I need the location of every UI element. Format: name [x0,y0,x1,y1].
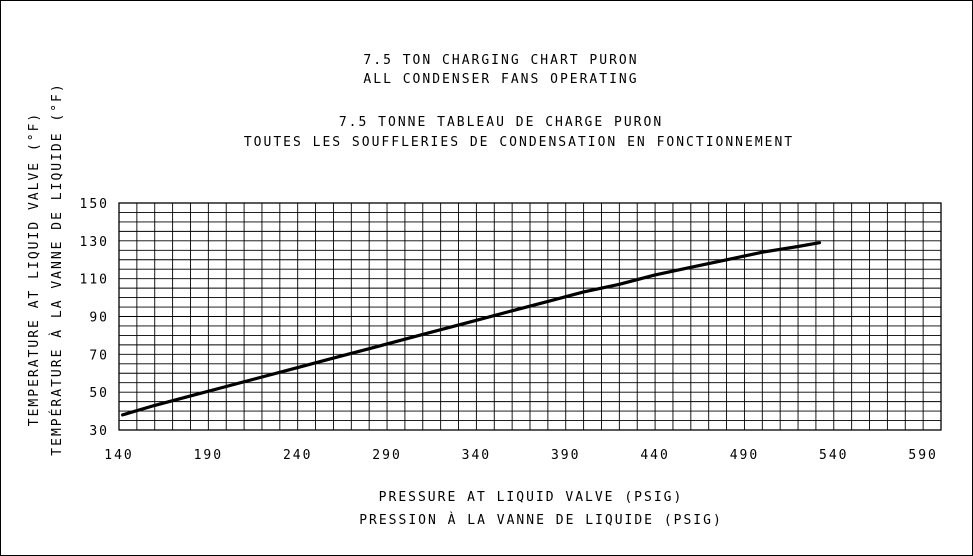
y-axis-label: TEMPERATURE AT LIQUID VALVE (°F) TEMPÉRA… [27,82,65,455]
x-tick-label: 390 [551,448,580,463]
y-tick-label: 130 [80,235,109,250]
x-axis-label: PRESSURE AT LIQUID VALVE (PSIG) PRESSION… [359,490,723,528]
title-line-4: TOUTES LES SOUFFLERIES DE CONDENSATION E… [244,135,794,150]
x-tick-label: 290 [372,448,401,463]
x-axis-label-line-2: PRESSION À LA VANNE DE LIQUIDE (PSIG) [359,512,723,528]
x-tick-label: 190 [194,448,223,463]
y-tick-label: 30 [89,424,109,439]
y-axis-label-line-2: TEMPÉRATURE À LA VANNE DE LIQUIDE (°F) [49,82,65,455]
x-tick-label: 540 [819,448,848,463]
series-line [120,241,822,417]
x-tick-label: 440 [640,448,669,463]
y-tick-label: 110 [80,273,109,288]
x-axis-label-line-1: PRESSURE AT LIQUID VALVE (PSIG) [379,490,684,505]
chart-title: 7.5 TON CHARGING CHART PURON ALL CONDENS… [244,53,794,150]
series-group [120,241,822,417]
x-tick-label: 340 [462,448,491,463]
x-tick-label: 590 [908,448,937,463]
title-line-1: 7.5 TON CHARGING CHART PURON [363,53,638,68]
x-tick-label: 140 [104,448,133,463]
x-tick-label: 490 [730,448,759,463]
y-tick-label: 150 [80,197,109,212]
title-line-2: ALL CONDENSER FANS OPERATING [363,72,638,87]
x-tick-label: 240 [283,448,312,463]
y-axis: 30 50 70 90 110 130 150 [80,197,109,439]
y-tick-label: 70 [89,348,109,363]
grid [118,202,942,431]
y-axis-label-line-1: TEMPERATURE AT LIQUID VALVE (°F) [27,112,42,426]
x-axis: 140 190 240 290 340 390 440 490 540 590 [104,448,937,463]
y-tick-label: 50 [89,386,109,401]
plot-border [118,202,942,431]
title-line-3: 7.5 TONNE TABLEAU DE CHARGE PURON [339,115,663,130]
y-tick-label: 90 [89,311,109,326]
